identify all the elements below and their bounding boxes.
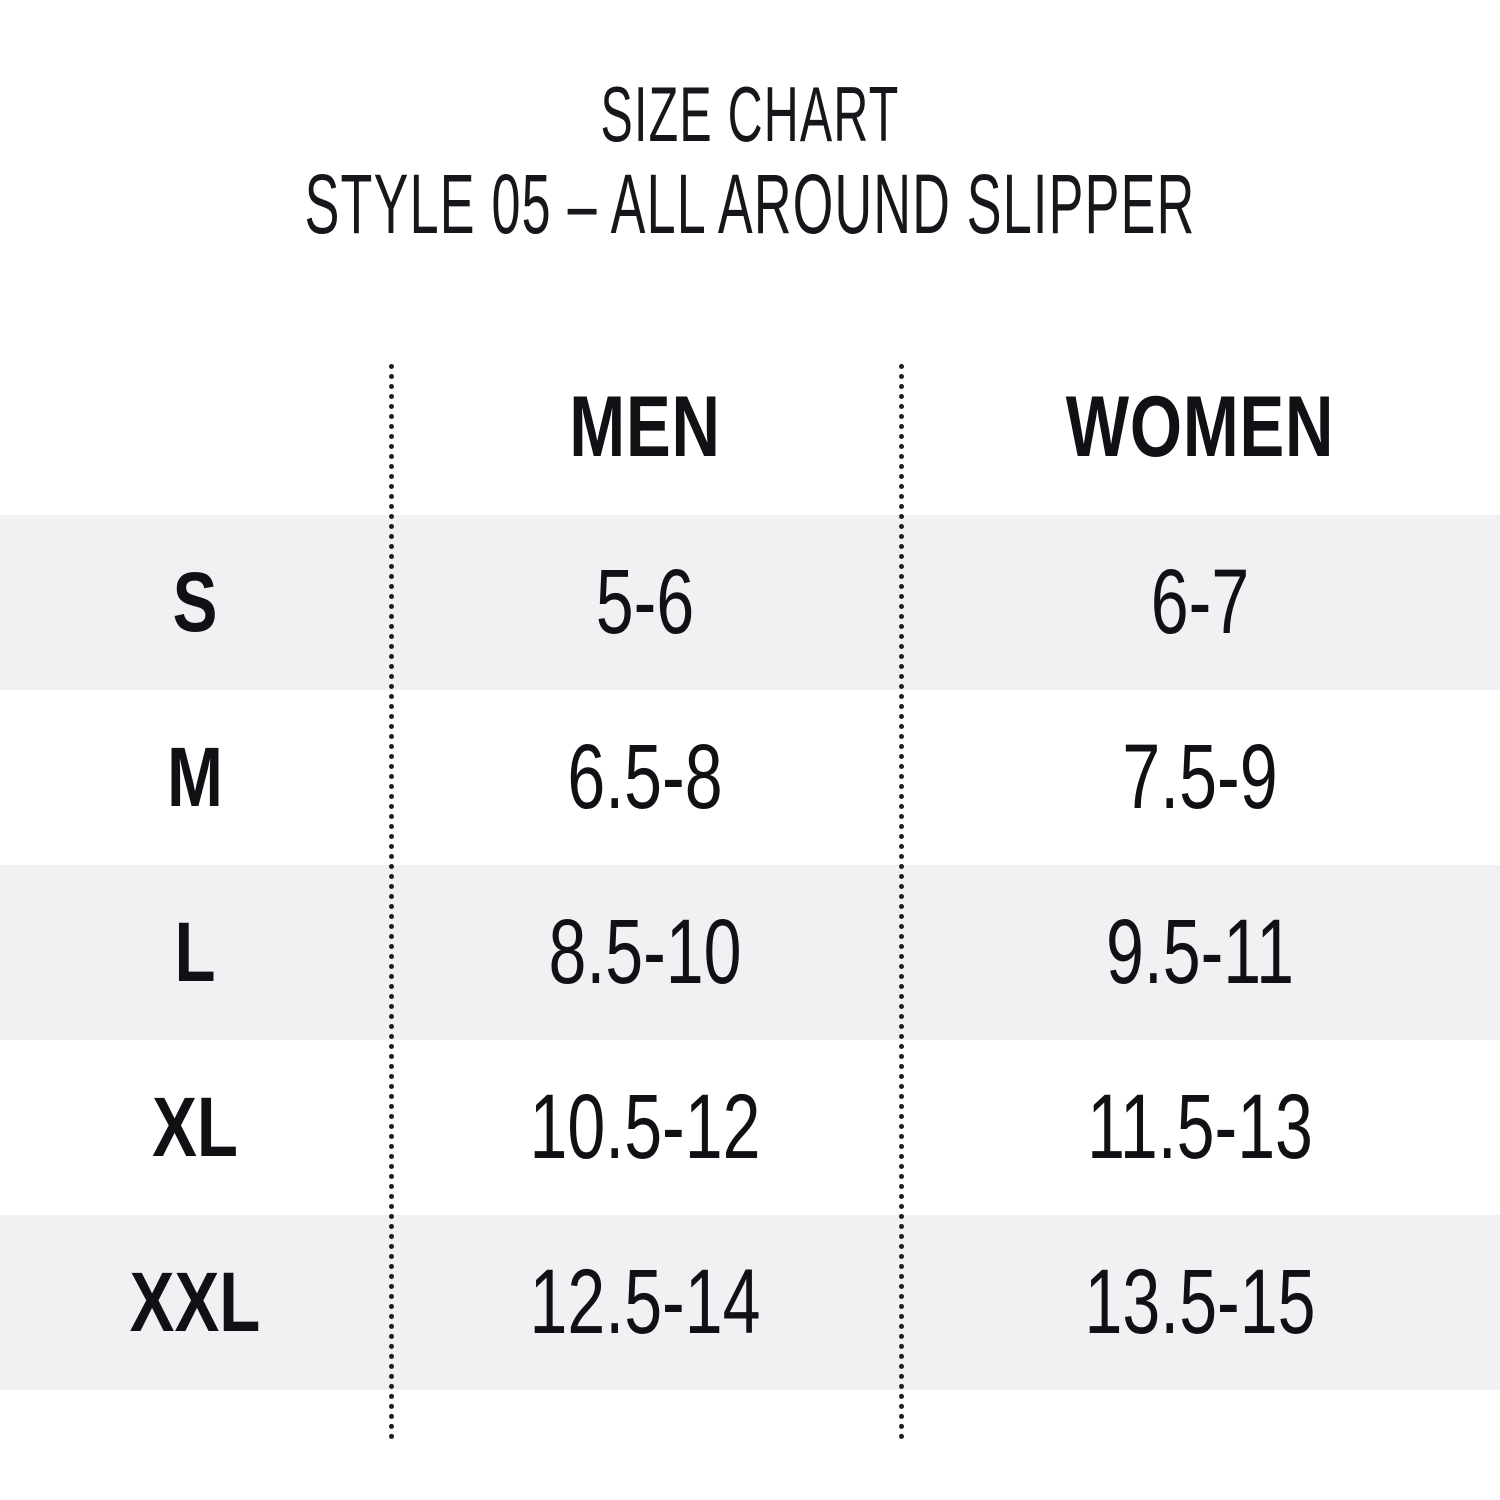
row-value-women: 6-7 [1150,551,1250,653]
column-header-women: WOMEN [1065,379,1335,475]
row-band-xxl [0,1215,1500,1390]
column-header-men: MEN [569,379,721,475]
row-size-label: S [172,555,218,649]
row-value-women: 11.5-13 [1087,1076,1313,1178]
table-row: XXL 12.5-14 13.5-15 [0,1215,1500,1390]
row-size-label: M [167,730,223,824]
row-value-men: 6.5-8 [567,726,723,828]
row-size-label: L [174,905,216,999]
table-row: L 8.5-10 9.5-11 [0,865,1500,1040]
row-value-women: 7.5-9 [1122,726,1278,828]
column-divider-left [389,364,394,1440]
size-chart-table: MEN WOMEN S 5-6 6-7 M 6.5-8 7.5-9 L 8.5-… [0,340,1500,1450]
table-row: M 6.5-8 7.5-9 [0,690,1500,865]
row-value-men: 12.5-14 [529,1251,761,1353]
table-header-row: MEN WOMEN [0,340,1500,515]
row-band-l [0,865,1500,1040]
page-title: SIZE CHART STYLE 05 – ALL AROUND SLIPPER [0,72,1500,250]
row-value-women: 9.5-11 [1105,901,1294,1003]
row-value-men: 8.5-10 [548,901,742,1003]
row-size-label: XL [152,1080,238,1174]
column-divider-right [899,364,904,1440]
row-band-s [0,515,1500,690]
row-value-men: 10.5-12 [529,1076,761,1178]
page-title-line-1: SIZE CHART [600,70,900,158]
row-value-men: 5-6 [595,551,695,653]
table-row: XL 10.5-12 11.5-13 [0,1040,1500,1215]
table-row: S 5-6 6-7 [0,515,1500,690]
row-value-women: 13.5-15 [1084,1251,1316,1353]
page-title-line-2: STYLE 05 – ALL AROUND SLIPPER [304,157,1196,251]
row-size-label: XXL [129,1255,261,1349]
